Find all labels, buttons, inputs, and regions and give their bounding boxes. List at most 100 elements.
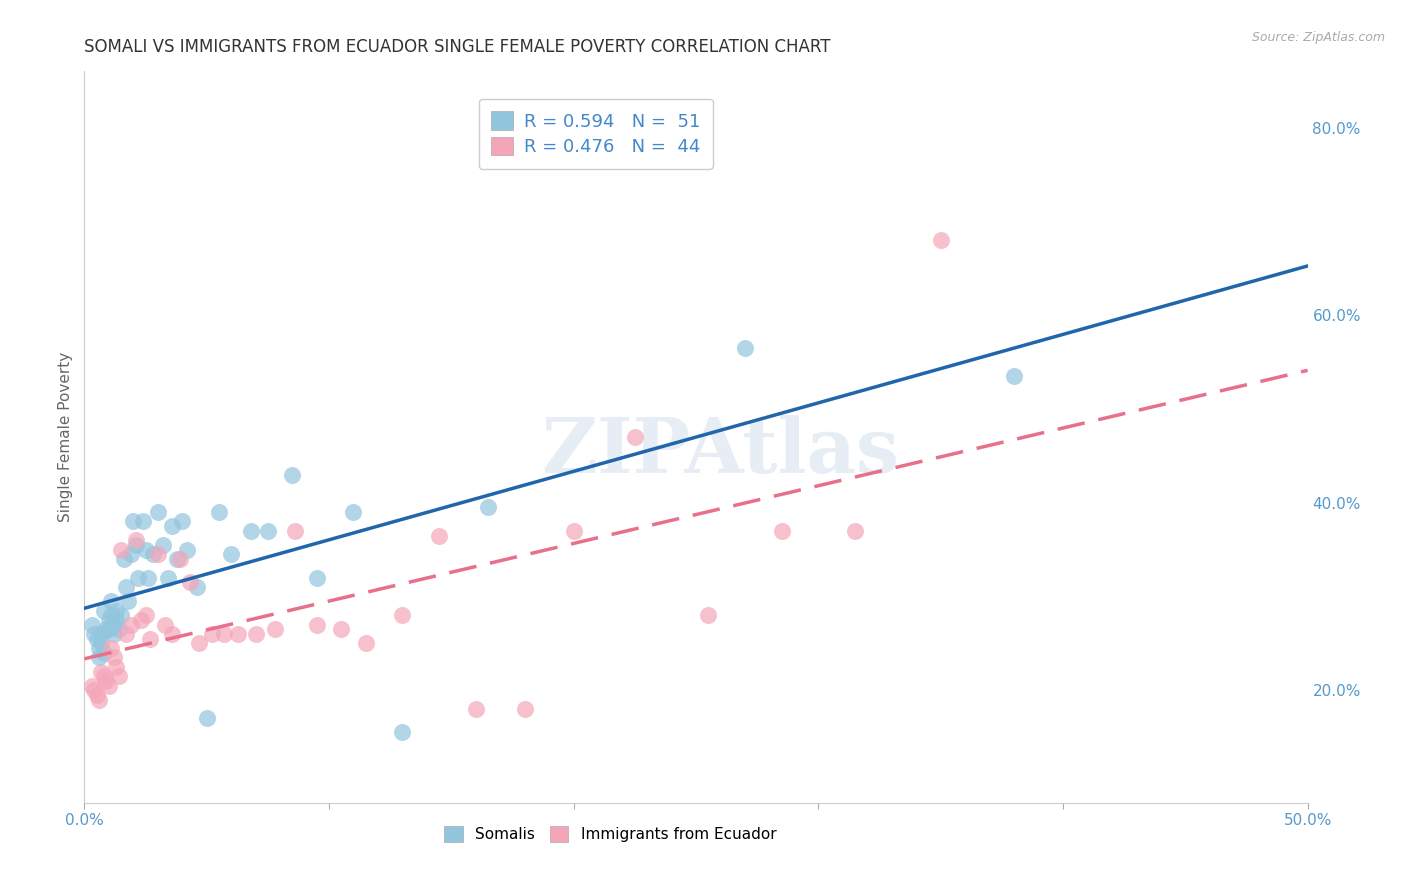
Point [844, 524, 866, 538]
Point [129, 613, 152, 627]
Point [162, 627, 184, 641]
Point [391, 608, 413, 623]
Point [153, 617, 176, 632]
Point [93, 603, 115, 617]
Point [100, 641, 122, 656]
Point [90, 636, 112, 650]
Point [305, 617, 328, 632]
Point [179, 575, 201, 590]
Point [264, 623, 287, 637]
Point [169, 552, 191, 566]
Point [146, 547, 169, 561]
Point [427, 528, 450, 542]
Point [330, 623, 353, 637]
Point [139, 632, 162, 646]
Point [354, 636, 377, 650]
Point [87, 692, 110, 706]
Point [83, 627, 105, 641]
Point [122, 515, 145, 529]
Point [125, 538, 148, 552]
Point [284, 524, 307, 538]
Point [624, 430, 647, 444]
Point [96, 623, 118, 637]
Point [166, 552, 188, 566]
Point [90, 627, 112, 641]
Point [100, 608, 122, 623]
Point [342, 505, 364, 519]
Point [136, 571, 159, 585]
Point [281, 467, 304, 482]
Point [188, 636, 211, 650]
Point [132, 515, 155, 529]
Point [186, 580, 208, 594]
Point [305, 571, 328, 585]
Point [239, 524, 262, 538]
Point [93, 646, 115, 660]
Point [200, 627, 222, 641]
Point [105, 613, 128, 627]
Text: SOMALI VS IMMIGRANTS FROM ECUADOR SINGLE FEMALE POVERTY CORRELATION CHART: SOMALI VS IMMIGRANTS FROM ECUADOR SINGLE… [84, 38, 831, 56]
Point [513, 702, 536, 716]
Point [115, 627, 138, 641]
Point [97, 613, 120, 627]
Point [80, 679, 103, 693]
Point [103, 617, 125, 632]
Point [90, 665, 112, 679]
Point [112, 552, 135, 566]
Point [105, 660, 128, 674]
Point [115, 580, 138, 594]
Point [391, 725, 413, 739]
Point [464, 702, 486, 716]
Point [219, 547, 242, 561]
Point [146, 505, 169, 519]
Point [208, 505, 231, 519]
Text: ZIPAtlas: ZIPAtlas [541, 415, 900, 489]
Point [120, 547, 142, 561]
Point [929, 233, 952, 247]
Point [87, 650, 110, 665]
Point [135, 608, 157, 623]
Point [477, 500, 499, 515]
Point [697, 608, 720, 623]
Point [120, 617, 142, 632]
Point [86, 688, 108, 702]
Point [770, 524, 793, 538]
Point [562, 524, 585, 538]
Point [93, 669, 115, 683]
Point [103, 627, 125, 641]
Point [152, 538, 174, 552]
Point [212, 627, 235, 641]
Point [107, 669, 129, 683]
Point [172, 515, 194, 529]
Point [125, 533, 148, 548]
Point [100, 594, 122, 608]
Point [96, 673, 118, 688]
Point [195, 711, 218, 725]
Point [83, 683, 105, 698]
Point [162, 519, 184, 533]
Text: Source: ZipAtlas.com: Source: ZipAtlas.com [1251, 31, 1385, 45]
Point [176, 542, 198, 557]
Point [107, 623, 129, 637]
Point [86, 632, 108, 646]
Point [257, 524, 280, 538]
Point [127, 571, 149, 585]
Point [80, 617, 103, 632]
Point [228, 627, 250, 641]
Point [1002, 369, 1025, 384]
Point [97, 623, 120, 637]
Point [110, 608, 132, 623]
Point [135, 542, 157, 557]
Point [105, 603, 128, 617]
Y-axis label: Single Female Poverty: Single Female Poverty [58, 352, 73, 522]
Point [110, 542, 132, 557]
Legend: Somalis, Immigrants from Ecuador: Somalis, Immigrants from Ecuador [437, 819, 785, 850]
Point [245, 627, 267, 641]
Point [156, 571, 179, 585]
Point [734, 341, 756, 355]
Point [97, 679, 120, 693]
Point [142, 547, 165, 561]
Point [103, 650, 125, 665]
Point [117, 594, 139, 608]
Point [87, 641, 110, 656]
